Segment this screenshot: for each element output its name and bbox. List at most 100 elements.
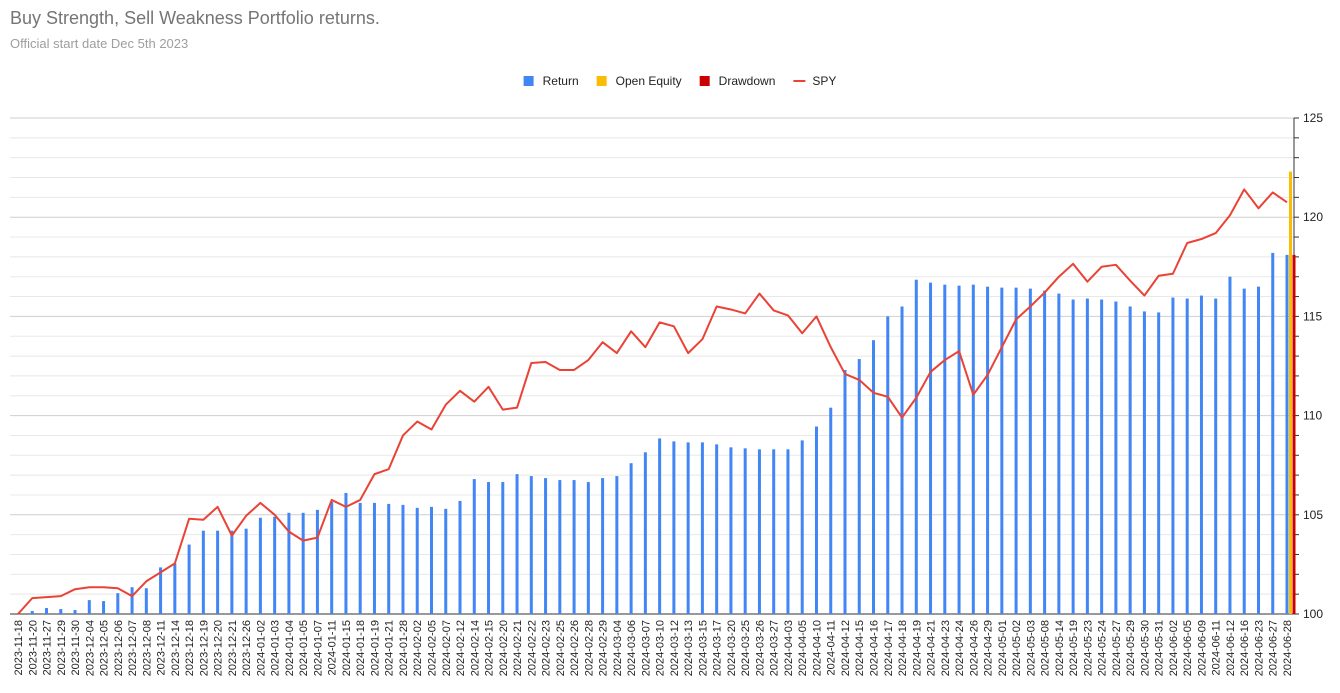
x-tick-label: 2024-03-26 xyxy=(754,620,766,676)
bar xyxy=(216,530,220,614)
x-tick-label: 2023-12-04 xyxy=(84,620,96,676)
bar xyxy=(572,480,576,614)
bar xyxy=(387,503,391,614)
bar xyxy=(273,516,277,614)
x-tick-label: 2024-01-03 xyxy=(270,620,282,676)
x-tick-label: 2024-05-29 xyxy=(1125,620,1137,676)
bar xyxy=(1085,298,1089,614)
x-tick-label: 2024-02-21 xyxy=(512,620,524,676)
bar xyxy=(201,530,205,614)
bar xyxy=(116,593,120,614)
bar xyxy=(87,600,91,614)
x-tick-label: 2023-12-19 xyxy=(198,620,210,676)
x-tick-label: 2024-06-12 xyxy=(1225,620,1237,676)
bar xyxy=(1171,297,1175,614)
bar xyxy=(1142,311,1146,614)
bar xyxy=(372,502,376,614)
legend-item: Return xyxy=(523,74,579,88)
x-tick-label: 2023-12-07 xyxy=(127,620,139,676)
y-tick-label: 100 xyxy=(1303,607,1323,621)
bar xyxy=(558,480,562,614)
bar xyxy=(244,528,248,614)
bar xyxy=(187,544,191,614)
bar xyxy=(458,500,462,614)
x-tick-label: 2024-06-09 xyxy=(1196,620,1208,676)
legend-item: SPY xyxy=(793,74,836,88)
bar xyxy=(173,563,177,614)
x-tick-label: 2024-03-07 xyxy=(640,620,652,676)
x-tick-label: 2024-02-22 xyxy=(526,620,538,676)
x-tick-label: 2023-12-05 xyxy=(99,620,111,676)
x-tick-label: 2024-06-11 xyxy=(1211,620,1223,675)
x-tick-label: 2024-05-24 xyxy=(1097,620,1109,676)
x-tick-label: 2023-12-26 xyxy=(241,620,253,676)
x-tick-label: 2024-03-10 xyxy=(655,620,667,676)
x-tick-label: 2024-04-23 xyxy=(940,620,952,676)
x-tick-label: 2024-04-16 xyxy=(869,620,881,676)
x-tick-label: 2024-05-01 xyxy=(997,620,1009,676)
x-tick-label: 2024-02-23 xyxy=(541,620,553,676)
bar xyxy=(757,449,761,614)
bar xyxy=(1289,171,1292,614)
x-tick-label: 2023-12-08 xyxy=(141,620,153,676)
bar xyxy=(729,447,733,614)
bar xyxy=(1214,298,1218,614)
bar xyxy=(601,478,605,614)
bar xyxy=(1228,276,1232,614)
x-tick-label: 2023-12-20 xyxy=(213,620,225,676)
bar xyxy=(487,482,491,614)
line xyxy=(17,188,1288,615)
x-tick-label: 2023-11-27 xyxy=(42,620,54,675)
x-tick-label: 2024-04-12 xyxy=(840,620,852,676)
x-tick-label: 2024-03-06 xyxy=(626,620,638,676)
bar xyxy=(315,509,319,614)
x-tick-label: 2024-06-23 xyxy=(1253,620,1265,676)
bar xyxy=(358,502,362,614)
bar xyxy=(1014,287,1018,614)
chart-title: Buy Strength, Sell Weakness Portfolio re… xyxy=(10,8,380,28)
x-tick-label: 2024-04-18 xyxy=(897,620,909,676)
x-tick-label: 2024-01-21 xyxy=(384,620,396,676)
legend-label: SPY xyxy=(812,74,836,88)
bar xyxy=(1128,306,1132,614)
x-tick-label: 2024-03-27 xyxy=(769,620,781,676)
x-tick-label: 2024-02-25 xyxy=(555,620,567,676)
bar xyxy=(59,609,63,614)
x-tick-label: 2024-01-15 xyxy=(341,620,353,676)
bar xyxy=(230,530,234,614)
x-tick-label: 2024-04-21 xyxy=(926,620,938,676)
bar xyxy=(301,512,305,614)
x-tick-label: 2024-02-02 xyxy=(412,620,424,676)
x-tick-label: 2023-12-06 xyxy=(113,620,125,676)
legend-item: Drawdown xyxy=(699,74,775,88)
x-tick-label: 2024-05-14 xyxy=(1054,620,1066,676)
x-tick-label: 2023-12-11 xyxy=(156,620,168,675)
bar xyxy=(1271,252,1275,615)
y-tick-label: 115 xyxy=(1303,309,1322,323)
bar xyxy=(1185,298,1189,614)
bar xyxy=(615,476,619,614)
legend-swatch xyxy=(596,76,607,86)
x-tick-label: 2024-04-19 xyxy=(911,620,923,676)
bar xyxy=(1285,254,1289,614)
bar xyxy=(943,284,947,614)
x-tick-label: 2024-04-03 xyxy=(783,620,795,676)
legend-label: Open Equity xyxy=(616,74,682,88)
bar xyxy=(1114,301,1118,614)
x-tick-label: 2024-05-30 xyxy=(1139,620,1151,676)
x-tick-label: 2024-02-05 xyxy=(426,620,438,676)
x-tick-label: 2024-01-28 xyxy=(398,620,410,676)
bar xyxy=(843,369,847,614)
bar xyxy=(814,426,818,614)
x-tick-label: 2024-04-11 xyxy=(826,620,838,675)
x-tick-label: 2024-01-07 xyxy=(312,620,324,676)
x-tick-label: 2024-03-04 xyxy=(612,620,624,676)
bar xyxy=(829,407,833,614)
x-tick-label: 2024-05-08 xyxy=(1040,620,1052,676)
bar xyxy=(586,482,590,614)
bar xyxy=(986,286,990,614)
bar xyxy=(102,601,106,614)
legend-swatch xyxy=(523,76,534,86)
x-tick-label: 2024-03-12 xyxy=(669,620,681,676)
